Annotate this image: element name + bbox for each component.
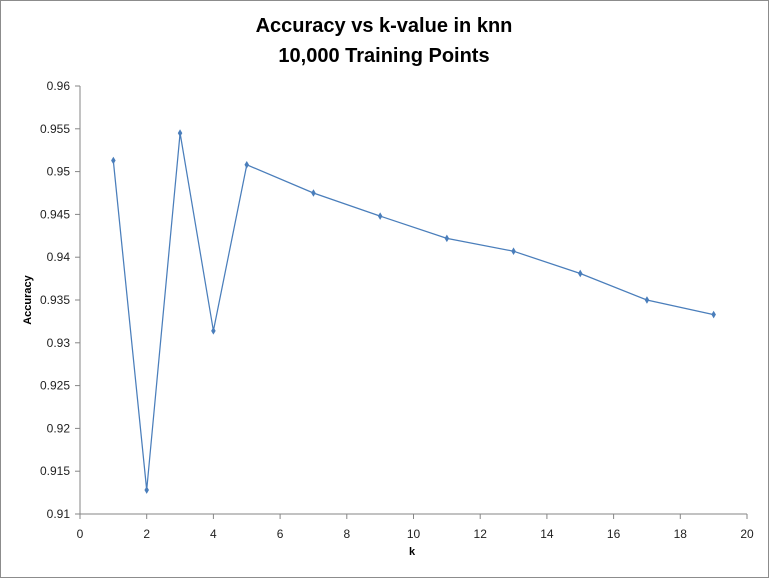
x-tick-label: 18	[674, 527, 688, 541]
x-tick-label: 8	[343, 527, 350, 541]
data-point	[111, 156, 116, 165]
x-tick-label: 14	[540, 527, 554, 541]
y-tick-label: 0.935	[40, 293, 70, 307]
y-tick-label: 0.96	[47, 79, 71, 93]
x-tick-label: 2	[143, 527, 150, 541]
series-layer	[111, 129, 716, 494]
y-tick-label: 0.955	[40, 122, 70, 136]
data-point	[244, 160, 250, 169]
x-tick-label: 4	[210, 527, 217, 541]
x-tick-label: 16	[607, 527, 621, 541]
data-point	[144, 486, 149, 494]
x-tick-label: 12	[474, 527, 488, 541]
data-point	[311, 189, 316, 197]
data-point	[444, 234, 450, 243]
x-tick-label: 6	[277, 527, 284, 541]
x-axis-title: k	[409, 546, 416, 558]
data-point	[577, 269, 583, 278]
y-tick-label: 0.95	[47, 165, 71, 179]
data-point	[211, 327, 216, 335]
y-tick-label: 0.91	[47, 507, 71, 521]
y-tick-label: 0.92	[47, 421, 71, 435]
y-tick-label: 0.915	[40, 464, 70, 478]
data-point	[711, 310, 716, 319]
data-point	[511, 247, 516, 255]
data-point	[644, 296, 650, 304]
x-tick-label: 20	[740, 527, 754, 541]
y-tick-label: 0.94	[47, 250, 71, 264]
x-axis-ticks: 0 2 4 6 8 10 12 14 16 18 20	[77, 514, 754, 541]
y-tick-label: 0.93	[47, 336, 71, 350]
y-axis-ticks: 0.91 0.915 0.92 0.925 0.93 0.935 0.94 0.945 0.95…	[40, 79, 80, 521]
series-line	[112, 132, 714, 491]
x-tick-label: 10	[407, 527, 421, 541]
chart-title-line-1: Accuracy vs k-value in knn	[256, 15, 513, 37]
y-tick-label: 0.945	[40, 207, 70, 221]
y-tick-label: 0.925	[40, 379, 70, 393]
data-point	[377, 212, 383, 220]
chart-title-line-2: 10,000 Training Points	[278, 45, 489, 67]
y-axis-title: Accuracy	[22, 274, 34, 324]
x-tick-label: 0	[77, 527, 84, 541]
data-point	[177, 129, 183, 137]
